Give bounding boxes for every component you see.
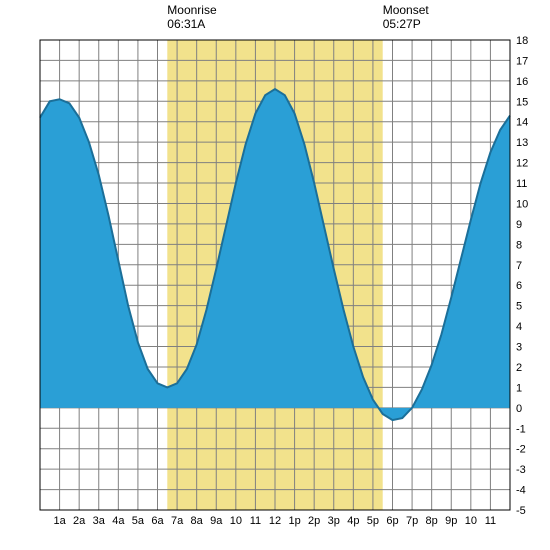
y-tick-label: -5 [516, 505, 526, 517]
y-tick-label: 13 [516, 137, 528, 149]
y-tick-label: 5 [516, 301, 522, 313]
y-tick-label: 3 [516, 342, 522, 354]
x-tick-label: 10 [465, 515, 477, 527]
x-tick-label: 7p [406, 515, 418, 527]
y-tick-label: 11 [516, 178, 527, 190]
y-tick-label: -3 [516, 464, 526, 476]
x-tick-label: 3p [328, 515, 340, 527]
y-tick-label: 12 [516, 158, 528, 170]
x-tick-label: 1a [53, 515, 66, 527]
y-tick-label: 7 [516, 260, 522, 272]
x-tick-label: 11 [250, 515, 261, 527]
x-tick-label: 7a [171, 515, 184, 527]
x-tick-label: 4p [347, 515, 359, 527]
tide-chart: 1a2a3a4a5a6a7a8a9a1011121p2p3p4p5p6p7p8p… [0, 0, 550, 550]
x-tick-label: 5a [132, 515, 145, 527]
x-tick-label: 6a [151, 515, 164, 527]
x-tick-label: 10 [230, 515, 242, 527]
y-tick-label: 14 [516, 117, 528, 129]
y-tick-label: 16 [516, 76, 528, 88]
x-tick-label: 2p [308, 515, 320, 527]
y-tick-label: 1 [516, 382, 522, 394]
top-label-value: 06:31A [167, 17, 205, 31]
y-tick-label: 2 [516, 362, 522, 374]
x-tick-label: 5p [367, 515, 379, 527]
y-tick-label: 9 [516, 219, 522, 231]
x-tick-label: 8a [191, 515, 204, 527]
x-tick-label: 8p [426, 515, 438, 527]
y-tick-label: 10 [516, 198, 528, 210]
y-tick-label: -1 [516, 423, 526, 435]
chart-svg: 1a2a3a4a5a6a7a8a9a1011121p2p3p4p5p6p7p8p… [0, 0, 550, 550]
y-tick-label: 15 [516, 96, 528, 108]
y-tick-label: 0 [516, 403, 522, 415]
y-tick-label: 8 [516, 239, 522, 251]
x-tick-label: 4a [112, 515, 125, 527]
y-tick-label: 4 [516, 321, 522, 333]
top-label-title: Moonset [383, 3, 430, 17]
top-label-title: Moonrise [167, 3, 217, 17]
x-tick-label: 9a [210, 515, 223, 527]
y-tick-label: -4 [516, 485, 526, 497]
y-tick-label: 17 [516, 55, 528, 67]
x-tick-label: 2a [73, 515, 86, 527]
x-tick-label: 6p [386, 515, 398, 527]
x-tick-label: 11 [485, 515, 496, 527]
x-tick-label: 3a [93, 515, 106, 527]
y-tick-label: 18 [516, 35, 528, 47]
x-tick-label: 12 [269, 515, 281, 527]
x-tick-label: 1p [288, 515, 300, 527]
y-tick-label: -2 [516, 444, 526, 456]
y-tick-label: 6 [516, 280, 522, 292]
x-tick-label: 9p [445, 515, 457, 527]
top-label-value: 05:27P [383, 17, 421, 31]
